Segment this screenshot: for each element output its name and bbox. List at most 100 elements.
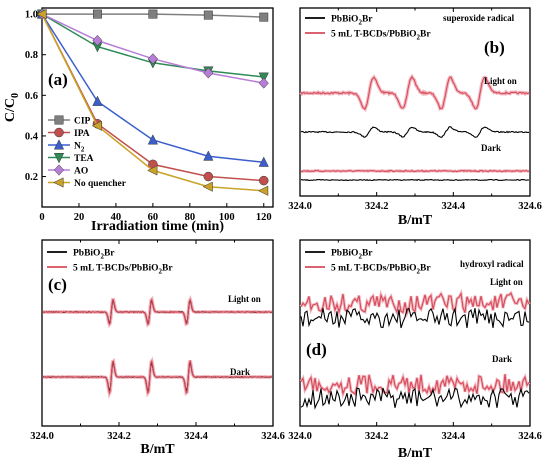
legend-marker [54,127,64,138]
light-on-label: Light on [228,294,261,304]
y-tick-label: 0.4 [25,131,39,142]
data-point [203,67,214,79]
dark-label: Dark [230,367,250,377]
series-tea [36,9,269,83]
data-point [147,53,158,65]
series-ao [36,8,269,89]
data-point [203,150,214,161]
panel-a-plot-frame [41,7,274,208]
spectrum-dark-composite [300,169,530,173]
dark-label: Dark [492,354,512,364]
data-point [147,134,158,145]
legend-label: 5 mL T-BCDs/PbBiO2Br [331,264,431,276]
legend-label: 5 mL T-BCDs/PbBiO2Br [331,30,431,42]
legend-marker [53,177,64,188]
x-tick-label: 60 [148,212,159,223]
y-axis-label: C/C0 [3,93,21,122]
legend-marker [53,139,65,150]
spectrum-dark-composite [42,359,272,396]
panel-b-chart: 324.0 324.2 324.4 324.6 B/mT (b) superoxide ra… [288,7,542,228]
x-tick-label: 20 [74,212,85,223]
data-point [203,10,213,20]
x-axis-label: Irradiation time (min) [91,219,224,234]
radical-annotation: hydroxyl radical [460,259,524,269]
y-tick-label: 0.6 [25,91,38,102]
legend-label: No quencher [74,179,127,189]
spectrum-dark-pure [300,387,530,410]
x-tick-label: 324.4 [442,431,466,442]
legend-label: PbBiO2Br [331,249,373,261]
panel-label: (a) [48,70,68,89]
data-point [91,120,102,131]
data-point [148,9,158,19]
x-tick-label: 324.0 [30,431,54,442]
legend-marker [53,164,65,176]
spectrum-light-pure [300,306,530,329]
x-tick-label: 324.6 [518,431,542,442]
panel-label: (c) [48,275,67,294]
data-point [258,77,269,89]
x-tick-label: 324.6 [261,431,285,442]
light-on-label: Light on [490,277,523,287]
data-point [258,72,269,83]
spectrum-light-pure [300,126,529,138]
x-tick-label: 120 [256,212,272,223]
legend-label: CIP [74,117,91,127]
data-point [258,156,269,167]
x-axis-label: B/mT [398,446,433,461]
spectrum-light-composite [300,291,530,315]
data-point [92,9,102,19]
panel-a-chart: 0 20 40 60 80 100 120 0.2 0.4 0.6 0.8 1.0 Irradiatio… [3,7,274,234]
x-tick-label: 324.0 [288,201,312,212]
spectrum-light-composite [300,75,530,111]
legend-label: AO [74,167,88,177]
dark-label: Dark [481,143,501,153]
x-tick-label: 324.2 [365,431,389,442]
data-point [259,175,269,186]
data-point [259,12,269,22]
x-tick-label: 324.2 [365,201,389,212]
data-point [258,185,269,196]
spectrum-dark-composite [300,374,530,396]
x-tick-label: 0 [39,212,44,223]
x-axis-label: B/mT [398,213,433,228]
legend-label: PbBiO2Br [331,15,373,27]
panel-label: (b) [484,38,505,57]
x-tick-label: 40 [111,212,122,223]
light-on-label: Light on [484,76,517,86]
spectrum-dark-pure [300,178,530,182]
legend-label: PbBiO2Br [73,249,115,261]
x-tick-label: 324.0 [288,431,312,442]
legend-label: 5 mL T-BCDs/PbBiO2Br [73,264,173,276]
data-point [202,181,213,192]
x-axis-label: B/mT [140,442,175,457]
panel-label: (d) [306,340,327,359]
spectrum-light-composite [42,298,272,326]
data-point [147,165,158,176]
y-tick-label: 0.2 [25,172,38,183]
x-tick-label: 324.4 [184,431,208,442]
radical-annotation: superoxide radical [443,13,515,23]
legend-label: N2 [74,142,85,154]
x-tick-label: 324.4 [442,201,466,212]
data-point [92,95,103,106]
data-point [203,171,214,182]
legend-marker [53,153,65,164]
legend-marker [54,115,64,125]
x-tick-label: 80 [185,212,196,223]
data-point [36,8,47,20]
panel-c-chart: 324.0 324.2 324.4 324.6 B/mT (c) PbBiO2Br 5 mL … [30,239,285,457]
legend-label: IPA [74,129,90,139]
panel-d-chart: 324.0 324.2 324.4 324.6 B/mT (d) hydroxyl radi… [288,239,542,461]
x-tick-label: 100 [219,212,235,223]
legend-label: TEA [74,154,94,164]
x-tick-label: 324.6 [518,201,542,212]
data-point [92,34,103,47]
x-tick-label: 324.2 [107,431,131,442]
series-cip [37,9,269,22]
y-tick-label: 1.0 [25,10,38,21]
series-no-quencher [36,8,269,196]
y-tick-label: 0.8 [25,50,38,61]
